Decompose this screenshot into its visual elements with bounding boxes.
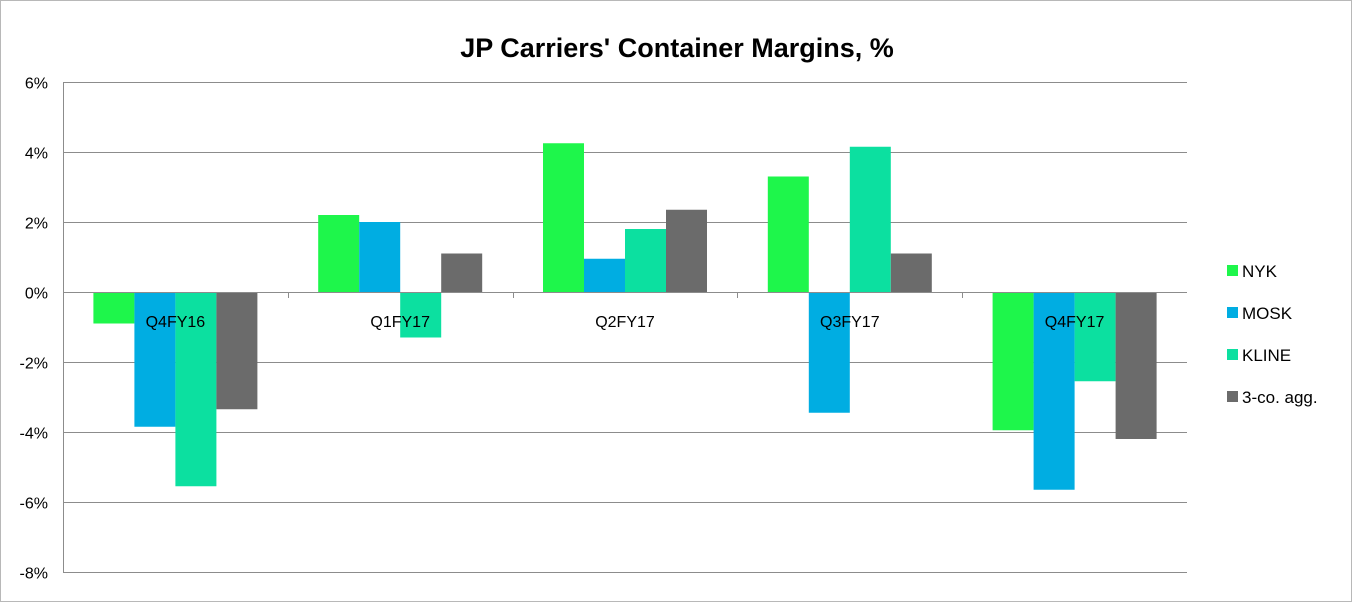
bar-kline [849, 146, 891, 292]
bar-3-co-agg- [666, 209, 707, 292]
y-tick-label: -4% [20, 426, 48, 443]
legend-label: 3-co. agg. [1242, 388, 1318, 407]
bar-mosk [584, 258, 625, 292]
legend-swatch [1227, 391, 1238, 402]
axes: 6% 4% 2% 0% -2% -4% -6% -8% Q4FY16 Q1FY17 Q2FY17 Q3… [20, 76, 1187, 583]
legend-swatch [1227, 265, 1238, 276]
y-tick-label: 4% [25, 146, 48, 163]
bar-nyk [543, 143, 584, 292]
x-tick-label: Q4FY16 [146, 314, 206, 331]
x-tick-label: Q4FY17 [1045, 314, 1105, 331]
bar-3-co-agg- [890, 253, 932, 292]
y-tick-label: -8% [20, 566, 48, 583]
bar-3-co-agg- [216, 292, 258, 410]
legend-label: NYK [1242, 262, 1278, 281]
legend-label: KLINE [1242, 346, 1291, 365]
y-tick-label: 2% [25, 216, 48, 233]
bar-nyk [93, 292, 135, 324]
chart-title: JP Carriers' Container Margins, % [460, 33, 894, 63]
x-tick-label: Q2FY17 [595, 314, 655, 331]
legend-swatch [1227, 307, 1238, 318]
y-tick-label: -2% [20, 356, 48, 373]
y-tick-label: 6% [25, 76, 48, 93]
x-tick-label: Q3FY17 [820, 314, 880, 331]
legend-swatch [1227, 349, 1238, 360]
bar-kline [175, 292, 217, 487]
legend-label: MOSK [1242, 304, 1293, 323]
bar-3-co-agg- [441, 253, 483, 292]
bar-nyk [767, 176, 809, 292]
x-tick-label: Q1FY17 [370, 314, 430, 331]
legend: NYK MOSK KLINE 3-co. agg. [1227, 262, 1318, 407]
bar-mosk [359, 222, 401, 292]
y-tick-label: -6% [20, 496, 48, 513]
bars [93, 143, 1157, 490]
bar-mosk [1033, 292, 1075, 490]
bar-3-co-agg- [1115, 292, 1157, 439]
bar-nyk [318, 215, 360, 292]
bar-mosk [808, 292, 850, 413]
bar-kline [625, 229, 666, 292]
bar-kline [400, 292, 442, 338]
bar-mosk [134, 292, 176, 427]
bar-kline [1074, 292, 1116, 382]
bar-nyk [992, 292, 1034, 431]
y-tick-label: 0% [25, 286, 48, 303]
